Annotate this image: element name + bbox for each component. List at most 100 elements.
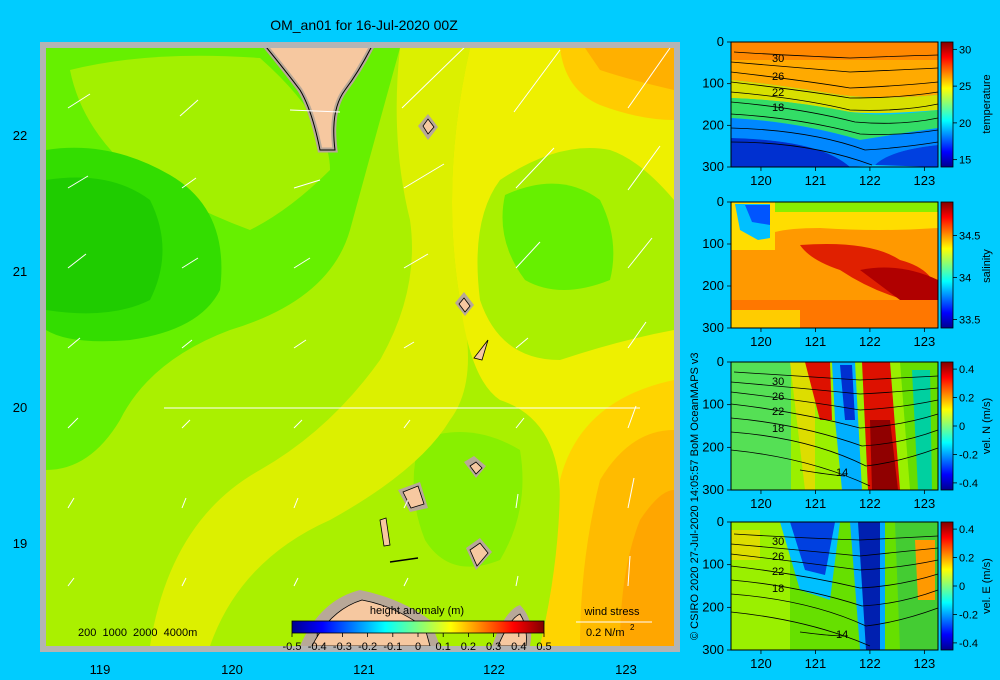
- credit-text: © CSIRO 2020 27-Jul-2020 14:05:57 BoM Oc…: [689, 352, 701, 640]
- colorbar-tick-label: 33.5: [959, 315, 980, 327]
- contour-label: 30: [772, 53, 784, 65]
- depth-tick-label: 100: [702, 397, 724, 412]
- colorbar-tick-label: 0: [959, 421, 965, 433]
- longitude-tick-label: 121: [805, 496, 827, 511]
- depth-tick-label: 0: [717, 514, 724, 529]
- colorbar-tick-label: 0: [415, 641, 421, 653]
- colorbar-tick-label: 15: [959, 155, 971, 167]
- temperature-colorbar-label: temperature: [981, 74, 993, 133]
- contour-label: 26: [772, 391, 784, 403]
- salinity-panel: [730, 201, 939, 329]
- map-xtick: 120: [221, 662, 243, 677]
- bathymetry-legend: 200 1000 2000 4000m: [78, 627, 197, 639]
- colorbar-tick-label: -0.4: [959, 478, 978, 490]
- colorbar-tick-label: 25: [959, 81, 971, 93]
- colorbar-ticks: -0.5 -0.4 -0.3 -0.2 -0.1 0 0.1 0.2 0.3 0.4 0.5: [283, 633, 552, 653]
- height-anomaly-colorbar: [291, 620, 545, 634]
- depth-tick-label: 200: [702, 599, 724, 614]
- depth-tick-label: 0: [717, 194, 724, 209]
- longitude-tick-label: 122: [859, 334, 881, 349]
- depth-tick-label: 0: [717, 354, 724, 369]
- vel-e-panel: 30 26 22 18 14: [730, 521, 939, 651]
- longitude-tick-label: 123: [914, 656, 936, 671]
- colorbar-tick-label: 0.2: [959, 553, 974, 565]
- longitude-tick-label: 120: [750, 496, 772, 511]
- colorbar-tick-label: 0.2: [959, 393, 974, 405]
- colorbar-tick-label: 0.1: [436, 641, 451, 653]
- contour-label: 18: [772, 423, 784, 435]
- wind-stress-arrows: [67, 48, 671, 623]
- depth-tick-label: 200: [702, 439, 724, 454]
- depth-tick-label: 300: [702, 482, 724, 497]
- depth-tick-label: 300: [702, 320, 724, 335]
- depth-tick-label: 200: [702, 278, 724, 293]
- contour-label: 30: [772, 536, 784, 548]
- depth-tick-label: 100: [702, 76, 724, 91]
- temperature-colorbar: [940, 41, 954, 168]
- colorbar-tick-label: -0.3: [333, 641, 352, 653]
- colorbar-tick-label: 20: [959, 118, 971, 130]
- longitude-tick-label: 121: [805, 334, 827, 349]
- vel-n-colorbar: [940, 361, 954, 491]
- map-xtick: 121: [353, 662, 375, 677]
- longitude-tick-label: 121: [805, 656, 827, 671]
- contour-label: 26: [772, 71, 784, 83]
- contour-label: 14: [836, 629, 848, 641]
- map-xtick: 123: [615, 662, 637, 677]
- vel-e-colorbar: [940, 521, 954, 651]
- longitude-tick-label: 123: [914, 496, 936, 511]
- depth-tick-label: 0: [717, 34, 724, 49]
- depth-tick-label: 300: [702, 642, 724, 657]
- colorbar-tick-label: 30: [959, 44, 971, 56]
- map-ytick: 20: [13, 400, 27, 415]
- colorbar-tick-label: 0.5: [536, 641, 551, 653]
- longitude-tick-label: 123: [914, 173, 936, 188]
- longitude-tick-label: 120: [750, 334, 772, 349]
- contour-label: 22: [772, 87, 784, 99]
- contour-label: 22: [772, 566, 784, 578]
- map-ytick: 21: [13, 264, 27, 279]
- wind-stress-value: 0.2 N/m: [586, 627, 625, 639]
- longitude-tick-label: 123: [914, 334, 936, 349]
- map-xtick: 119: [90, 662, 111, 677]
- wind-stress-label: wind stress: [583, 606, 640, 618]
- vel-e-colorbar-label: vel. E (m/s): [981, 558, 993, 614]
- depth-tick-label: 200: [702, 117, 724, 132]
- wind-stress-superscript: 2: [630, 623, 635, 632]
- colorbar-tick-label: 0.4: [959, 524, 974, 536]
- map-y-ticks: 22 21 20 19: [13, 128, 27, 551]
- vel-n-colorbar-label: vel. N (m/s): [981, 398, 993, 454]
- temperature-panel: 30 26 22 18: [730, 41, 939, 168]
- depth-tick-label: 300: [702, 159, 724, 174]
- colorbar-tick-label: 34: [959, 273, 971, 285]
- longitude-tick-label: 120: [750, 656, 772, 671]
- colorbar-tick-label: 0.2: [461, 641, 476, 653]
- colorbar-tick-label: -0.2: [959, 609, 978, 621]
- chart-title: OM_an01 for 16-Jul-2020 00Z: [270, 17, 458, 33]
- depth-tick-label: 100: [702, 236, 724, 251]
- colorbar-tick-label: 0: [959, 581, 965, 593]
- colorbar-tick-label: -0.5: [283, 641, 302, 653]
- colorbar-tick-label: -0.4: [308, 641, 327, 653]
- longitude-tick-label: 122: [859, 496, 881, 511]
- map-panel: 119 120 121 122 123 22 21 20 19 200 1000…: [13, 42, 680, 677]
- longitude-tick-label: 122: [859, 173, 881, 188]
- colorbar-tick-label: 0.4: [959, 364, 974, 376]
- contour-label: 22: [772, 406, 784, 418]
- colorbar-tick-label: 0.4: [511, 641, 526, 653]
- colorbar-label: height anomaly (m): [370, 605, 464, 617]
- colorbar-tick-label: -0.4: [959, 638, 978, 650]
- contour-label: 14: [836, 467, 848, 479]
- contour-label: 18: [772, 102, 784, 114]
- colorbar-tick-label: -0.2: [959, 449, 978, 461]
- colorbar-tick-label: -0.2: [358, 641, 377, 653]
- colorbar-tick-label: 0.3: [486, 641, 501, 653]
- contour-label: 26: [772, 551, 784, 563]
- salinity-colorbar-label: salinity: [981, 249, 993, 283]
- longitude-tick-label: 122: [859, 656, 881, 671]
- salinity-colorbar: [940, 201, 954, 329]
- map-field: [46, 48, 674, 646]
- contour-label: 30: [772, 376, 784, 388]
